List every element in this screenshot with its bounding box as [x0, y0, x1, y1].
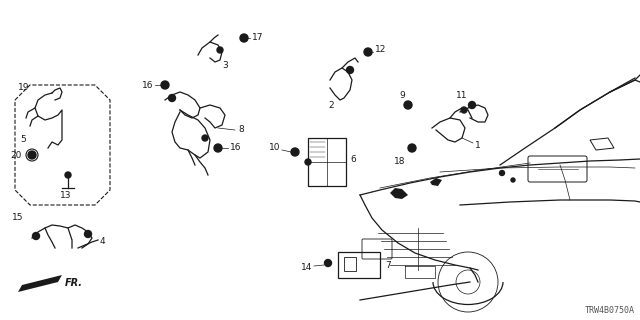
Text: 13: 13 — [60, 190, 72, 199]
Circle shape — [291, 148, 299, 156]
Circle shape — [324, 260, 332, 267]
Text: 11: 11 — [456, 91, 468, 100]
Text: 10: 10 — [269, 143, 280, 153]
Text: 4: 4 — [100, 237, 106, 246]
Text: 7: 7 — [385, 260, 391, 269]
Text: 14: 14 — [301, 263, 312, 273]
Text: 5: 5 — [20, 135, 26, 145]
Circle shape — [168, 94, 175, 101]
Text: TRW4B0750A: TRW4B0750A — [585, 306, 635, 315]
Text: 8: 8 — [238, 125, 244, 134]
Circle shape — [84, 230, 92, 237]
Text: 16: 16 — [230, 143, 241, 153]
Circle shape — [33, 233, 40, 239]
Circle shape — [202, 135, 208, 141]
Polygon shape — [390, 188, 408, 199]
Text: 19: 19 — [18, 84, 29, 92]
Text: 18: 18 — [394, 157, 406, 166]
Text: 15: 15 — [12, 213, 24, 222]
Circle shape — [65, 172, 71, 178]
Text: 20: 20 — [10, 150, 21, 159]
Polygon shape — [430, 178, 442, 186]
Polygon shape — [18, 275, 62, 292]
Text: 2: 2 — [328, 100, 333, 109]
Circle shape — [499, 171, 504, 175]
Text: 16: 16 — [142, 81, 154, 90]
Circle shape — [408, 144, 416, 152]
Circle shape — [346, 67, 353, 74]
Circle shape — [217, 47, 223, 53]
Circle shape — [214, 144, 222, 152]
Circle shape — [461, 107, 467, 113]
Text: 1: 1 — [475, 140, 481, 149]
Text: 12: 12 — [375, 45, 387, 54]
Circle shape — [161, 81, 169, 89]
Text: 3: 3 — [222, 60, 228, 69]
Circle shape — [305, 159, 311, 165]
Circle shape — [28, 151, 36, 159]
Text: 9: 9 — [399, 91, 405, 100]
Text: 6: 6 — [350, 156, 356, 164]
Circle shape — [468, 101, 476, 108]
Circle shape — [404, 101, 412, 109]
Circle shape — [364, 48, 372, 56]
Text: 17: 17 — [252, 34, 264, 43]
Text: FR.: FR. — [65, 278, 83, 288]
Circle shape — [511, 178, 515, 182]
Circle shape — [240, 34, 248, 42]
